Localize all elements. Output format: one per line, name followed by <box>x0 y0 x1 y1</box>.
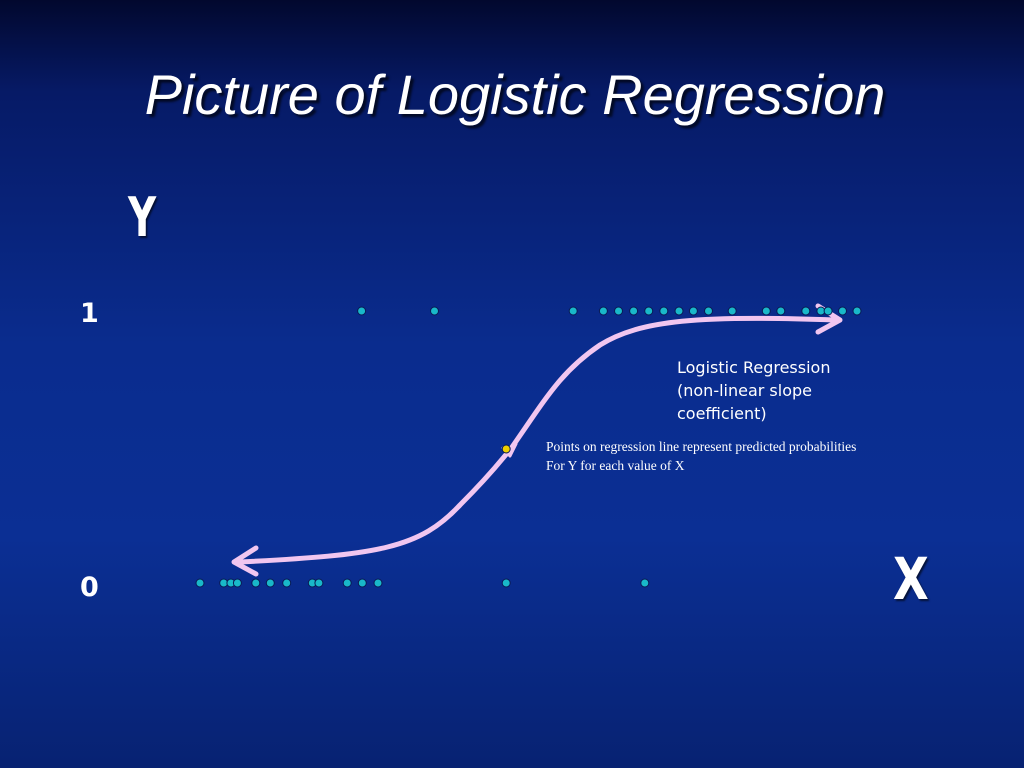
predicted-probability-point <box>501 444 511 454</box>
observations-y1 <box>357 306 862 316</box>
observation-point-y1 <box>598 306 608 316</box>
observation-point-y1 <box>727 306 737 316</box>
observation-point-y1 <box>674 306 684 316</box>
curve-annotation-line: coefficient) <box>677 404 767 423</box>
x-axis-label: X <box>893 545 929 613</box>
observation-point-y0 <box>282 578 292 588</box>
points-annotation-line: For Y for each value of X <box>546 458 685 473</box>
observation-point-y0 <box>314 578 324 588</box>
observation-point-y1 <box>357 306 367 316</box>
logistic-curve <box>237 315 838 565</box>
observation-point-y1 <box>430 306 439 316</box>
observations-y0 <box>195 578 650 588</box>
curve-annotation: Logistic Regression (non-linear slope co… <box>677 356 897 425</box>
observation-point-y1 <box>776 306 786 316</box>
observation-point-y0 <box>232 578 242 588</box>
observation-point-y1 <box>614 306 623 316</box>
curve-annotation-line: Logistic Regression <box>677 358 831 377</box>
observation-point-y0 <box>342 578 352 588</box>
observation-point-y1 <box>801 306 811 316</box>
observation-point-y1 <box>852 306 862 316</box>
observation-point-y0 <box>501 578 511 588</box>
y-tick-one: 1 <box>80 298 99 329</box>
points-annotation: Points on regression line represent pred… <box>546 437 966 475</box>
y-tick-zero: 0 <box>80 572 99 603</box>
observation-point-y1 <box>838 306 847 316</box>
observation-point-y0 <box>265 578 275 588</box>
observation-point-y1 <box>704 306 713 316</box>
observation-point-y1 <box>659 306 669 316</box>
observation-point-y0 <box>195 578 205 588</box>
observation-point-y1 <box>761 306 771 316</box>
observation-point-y1 <box>823 306 833 316</box>
observation-point-y0 <box>251 578 261 588</box>
curve-annotation-line: (non-linear slope <box>677 381 812 400</box>
curve-left-arrowhead <box>231 545 259 577</box>
predicted-probability-point-group <box>501 444 511 454</box>
slide-title: Picture of Logistic Regression <box>144 63 886 126</box>
observation-point-y1 <box>644 306 654 316</box>
observation-point-y1 <box>688 306 698 316</box>
observation-point-y0 <box>357 578 367 588</box>
observation-point-y0 <box>373 578 383 588</box>
observation-point-y0 <box>640 578 650 588</box>
points-annotation-line: Points on regression line represent pred… <box>546 439 857 454</box>
observation-point-y1 <box>568 306 578 316</box>
observation-point-y1 <box>629 306 639 316</box>
y-axis-label: Y <box>128 186 157 249</box>
